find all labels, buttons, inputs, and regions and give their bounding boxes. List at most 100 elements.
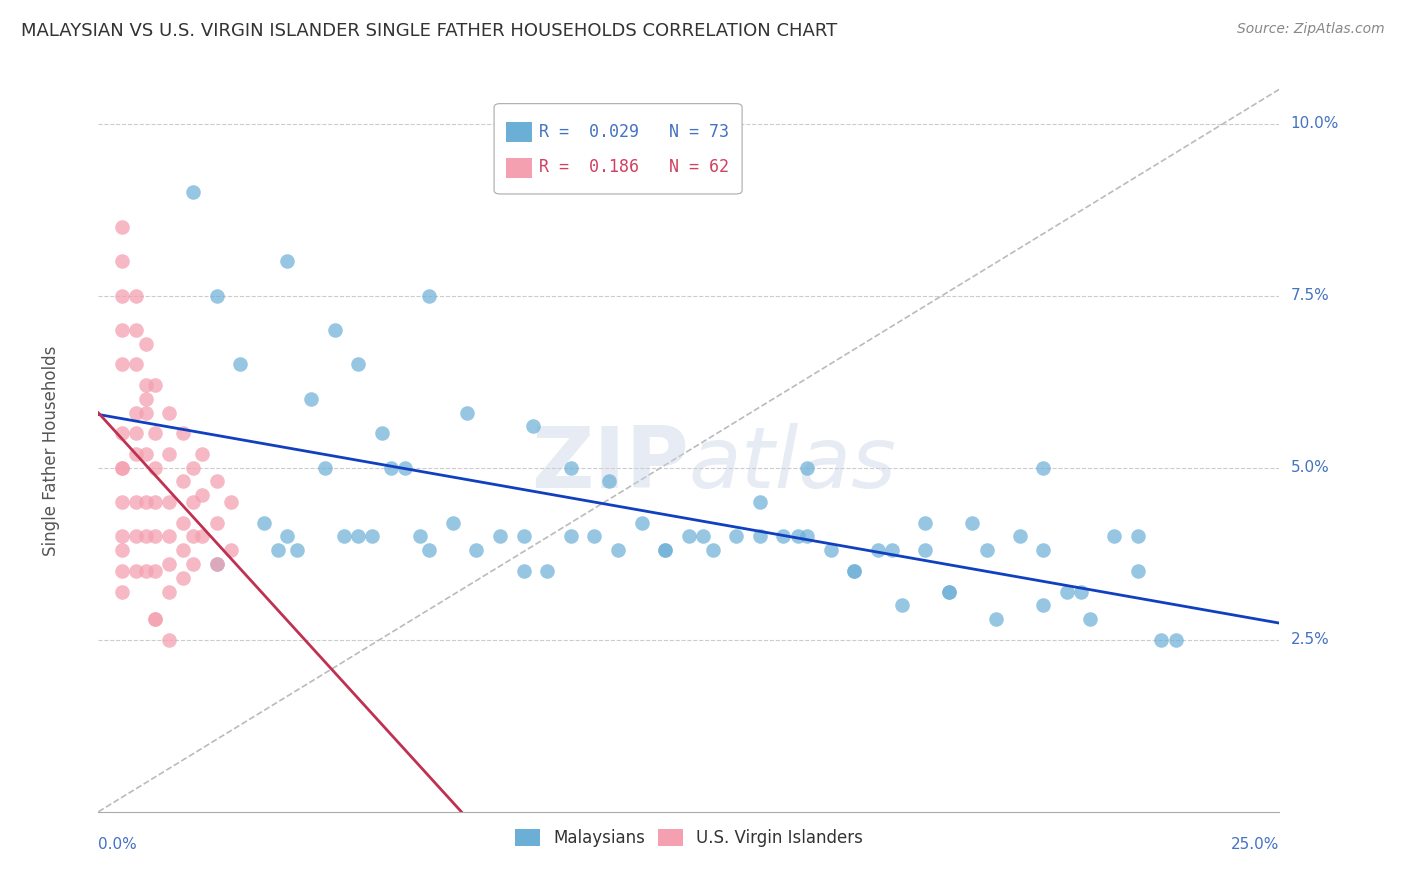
Point bbox=[380, 460, 402, 475]
Point bbox=[654, 543, 676, 558]
Point bbox=[135, 564, 157, 578]
Point bbox=[172, 475, 194, 489]
Point bbox=[125, 447, 148, 461]
Point bbox=[786, 529, 808, 543]
Point bbox=[725, 529, 748, 543]
Point bbox=[796, 529, 818, 543]
Point bbox=[323, 323, 346, 337]
Point bbox=[157, 584, 180, 599]
Point bbox=[125, 406, 148, 420]
Point bbox=[253, 516, 276, 530]
Point bbox=[914, 543, 936, 558]
Point bbox=[938, 584, 960, 599]
Point bbox=[1032, 460, 1054, 475]
Text: Single Father Households: Single Father Households bbox=[42, 345, 60, 556]
Point bbox=[418, 288, 440, 302]
Point bbox=[1032, 543, 1054, 558]
Point bbox=[607, 543, 630, 558]
Point bbox=[748, 529, 770, 543]
Point bbox=[172, 426, 194, 441]
Point bbox=[844, 564, 866, 578]
Point bbox=[976, 543, 998, 558]
Point bbox=[205, 516, 228, 530]
Point bbox=[157, 632, 180, 647]
Point bbox=[181, 557, 204, 571]
Point bbox=[172, 516, 194, 530]
Point bbox=[111, 288, 134, 302]
Point bbox=[512, 564, 534, 578]
Point bbox=[111, 426, 134, 441]
Point bbox=[125, 323, 148, 337]
Point bbox=[820, 543, 842, 558]
Point bbox=[1126, 529, 1149, 543]
Point bbox=[205, 288, 228, 302]
FancyBboxPatch shape bbox=[494, 103, 742, 194]
Text: 25.0%: 25.0% bbox=[1232, 837, 1279, 852]
Point bbox=[866, 543, 889, 558]
Text: ZIP: ZIP bbox=[531, 424, 689, 507]
Point bbox=[512, 529, 534, 543]
Point bbox=[630, 516, 652, 530]
Point bbox=[1008, 529, 1031, 543]
Point bbox=[1102, 529, 1125, 543]
Point bbox=[111, 219, 134, 234]
Point bbox=[844, 564, 866, 578]
Point bbox=[880, 543, 903, 558]
Point bbox=[111, 529, 134, 543]
Point bbox=[191, 488, 214, 502]
Point bbox=[111, 495, 134, 509]
Point bbox=[111, 323, 134, 337]
Point bbox=[125, 426, 148, 441]
Legend: Malaysians, U.S. Virgin Islanders: Malaysians, U.S. Virgin Islanders bbox=[508, 822, 870, 854]
Point bbox=[938, 584, 960, 599]
Point bbox=[191, 529, 214, 543]
Point bbox=[111, 584, 134, 599]
Point bbox=[135, 378, 157, 392]
Point bbox=[276, 254, 298, 268]
Point bbox=[181, 495, 204, 509]
Point bbox=[1164, 632, 1187, 647]
Point bbox=[371, 426, 394, 441]
Point bbox=[654, 543, 676, 558]
FancyBboxPatch shape bbox=[506, 121, 531, 142]
Point bbox=[361, 529, 384, 543]
Point bbox=[1080, 612, 1102, 626]
Point bbox=[143, 612, 166, 626]
Point bbox=[1150, 632, 1173, 647]
Point bbox=[111, 460, 134, 475]
Point bbox=[111, 564, 134, 578]
Point bbox=[125, 564, 148, 578]
Text: R =  0.029   N = 73: R = 0.029 N = 73 bbox=[538, 123, 728, 141]
Point bbox=[219, 495, 242, 509]
Point bbox=[157, 447, 180, 461]
Text: R =  0.186   N = 62: R = 0.186 N = 62 bbox=[538, 158, 728, 176]
Point bbox=[333, 529, 356, 543]
Point bbox=[135, 406, 157, 420]
Point bbox=[111, 543, 134, 558]
Point bbox=[347, 529, 370, 543]
Point bbox=[191, 447, 214, 461]
Point bbox=[1126, 564, 1149, 578]
Point bbox=[1056, 584, 1078, 599]
Text: 2.5%: 2.5% bbox=[1291, 632, 1329, 648]
Point bbox=[962, 516, 984, 530]
Point bbox=[984, 612, 1007, 626]
Point bbox=[135, 447, 157, 461]
Point bbox=[125, 495, 148, 509]
Point bbox=[772, 529, 794, 543]
Point bbox=[347, 358, 370, 372]
Point bbox=[157, 406, 180, 420]
Text: atlas: atlas bbox=[689, 424, 897, 507]
Point bbox=[702, 543, 724, 558]
Point bbox=[890, 599, 912, 613]
Point bbox=[598, 475, 620, 489]
Point bbox=[560, 460, 582, 475]
Point bbox=[143, 378, 166, 392]
Point bbox=[489, 529, 512, 543]
Point bbox=[205, 475, 228, 489]
Point bbox=[181, 460, 204, 475]
Point bbox=[536, 564, 558, 578]
Point bbox=[172, 543, 194, 558]
Point bbox=[678, 529, 700, 543]
Text: Source: ZipAtlas.com: Source: ZipAtlas.com bbox=[1237, 22, 1385, 37]
